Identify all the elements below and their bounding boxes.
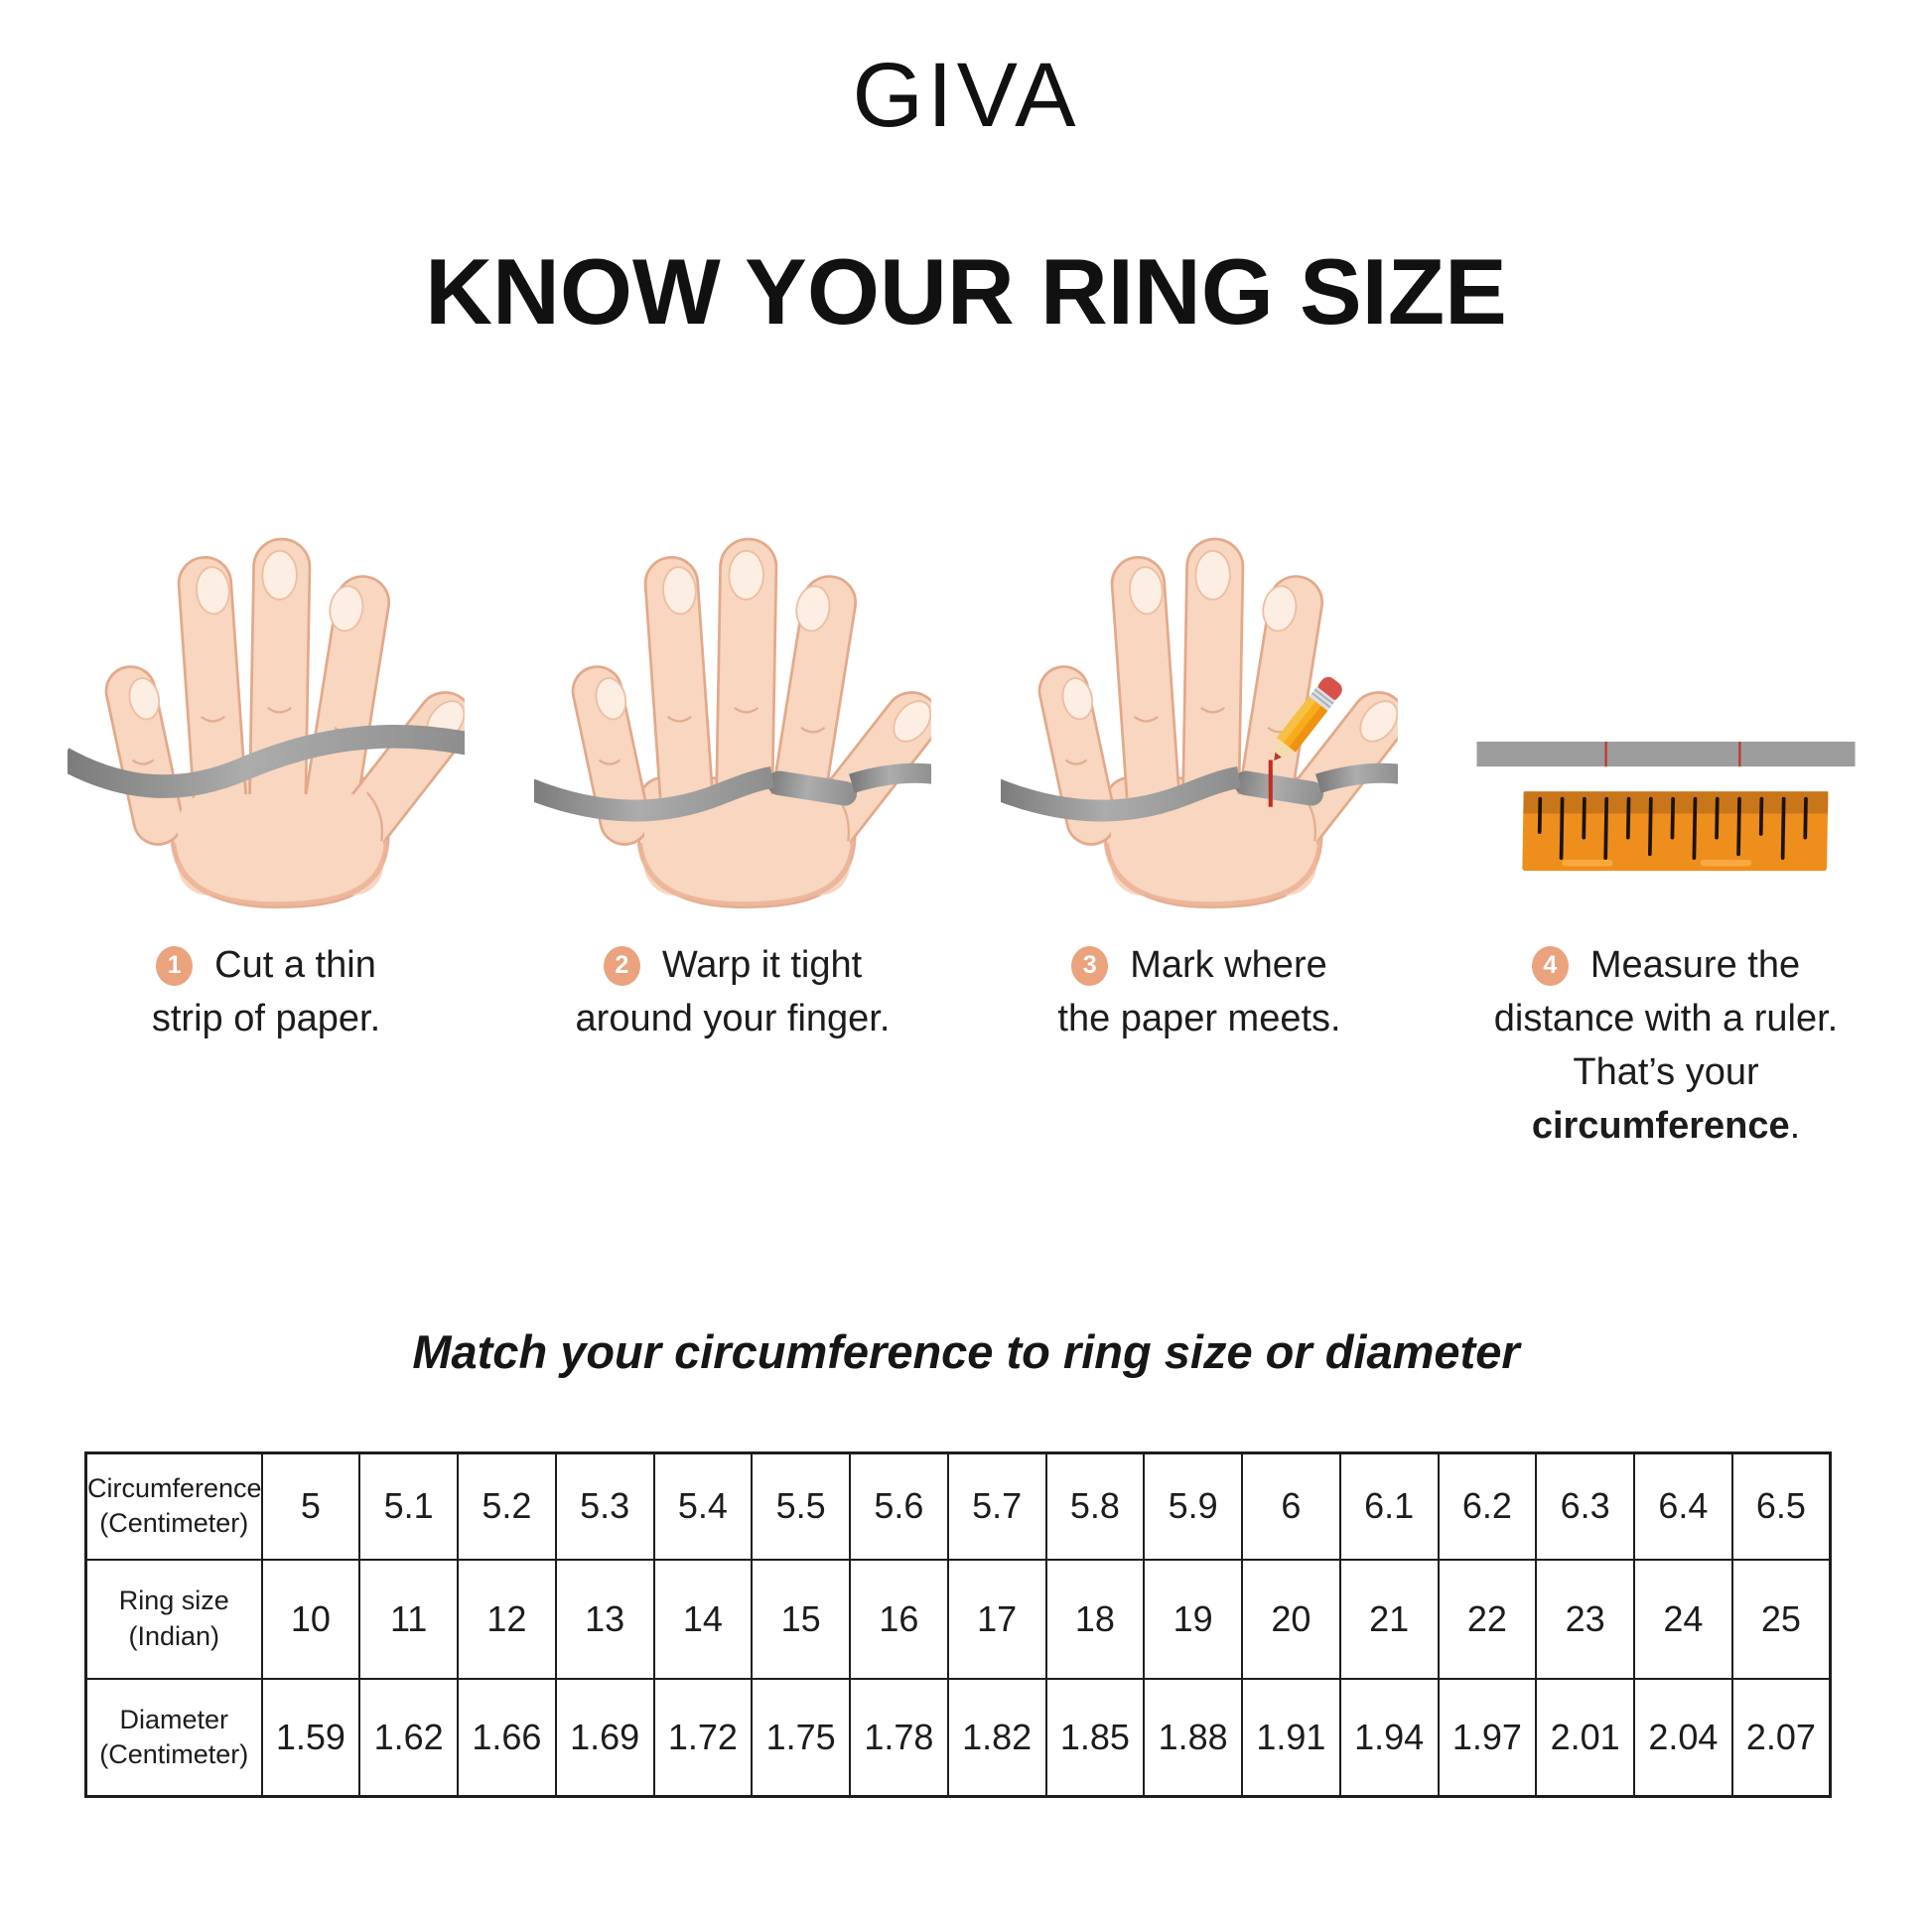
step-3-illustration [971, 425, 1428, 913]
steps-row: 1 Cut a thin strip of paper. [38, 425, 1894, 1154]
table-cell: 12 [457, 1558, 557, 1680]
step-4-caption: 4 Measure the distance with a ruler. Tha… [1438, 939, 1894, 1154]
step-3: 3 Mark where the paper meets. [971, 425, 1428, 1154]
step-4-illustration [1438, 425, 1894, 913]
step-1-line-2: strip of paper. [151, 997, 381, 1039]
table-cell: 21 [1338, 1558, 1440, 1680]
table-cell: 6 [1241, 1451, 1341, 1561]
step-3-number-badge: 3 [1071, 945, 1109, 986]
step-2-illustration [504, 425, 961, 913]
table-cell: 1.69 [554, 1677, 655, 1798]
table-cell: 23 [1535, 1558, 1635, 1680]
table-cell: 13 [554, 1558, 655, 1680]
row-header-circumference: Circumference (Centimeter) [84, 1451, 263, 1561]
table-cell: 1.78 [849, 1677, 949, 1798]
step-4: 4 Measure the distance with a ruler. Tha… [1438, 425, 1894, 1154]
table-cell: 1.72 [652, 1677, 754, 1798]
table-row-diameter: Diameter (Centimeter) 1.59 1.62 1.66 1.69 1.… [84, 1677, 1832, 1798]
table-cell: 5.8 [1044, 1451, 1146, 1561]
table-cell: 2.01 [1535, 1677, 1635, 1798]
paper-strip-end [1315, 762, 1398, 793]
table-row-ring-size: Ring size (Indian) 10 11 12 13 14 15 16 17 18 19 2… [84, 1558, 1832, 1680]
table-cell: 11 [358, 1558, 459, 1680]
table-cell: 5.6 [849, 1451, 949, 1561]
paper-strip [534, 766, 774, 822]
table-cell: 5.5 [751, 1451, 851, 1561]
table-cell: 6.1 [1338, 1451, 1440, 1561]
table-cell: 18 [1044, 1558, 1146, 1680]
paper-strip [1476, 742, 1856, 767]
table-cell: 5.9 [1143, 1451, 1243, 1561]
table-cell: 19 [1143, 1558, 1243, 1680]
step-4-number-badge: 4 [1531, 945, 1569, 986]
step-1-illustration [38, 425, 494, 913]
hand-marked-strip-icon [1001, 489, 1398, 913]
table-cell: 25 [1730, 1558, 1832, 1680]
step-2-line-1: Warp it tight [661, 944, 863, 986]
ring-size-table: Circumference (Centimeter) 5 5.1 5.2 5.3 5.4… [84, 1451, 1832, 1798]
table-cell: 20 [1241, 1558, 1341, 1680]
step-2-line-2: around your finger. [575, 997, 891, 1039]
table-cell: 1.85 [1044, 1677, 1146, 1798]
table-row-circumference: Circumference (Centimeter) 5 5.1 5.2 5.3 5.4… [84, 1451, 1832, 1561]
table-cell: 2.07 [1730, 1677, 1832, 1798]
table-cell: 1.82 [946, 1677, 1047, 1798]
strip-loop [1233, 770, 1324, 806]
table-cell: 16 [849, 1558, 949, 1680]
table-cell: 22 [1437, 1558, 1538, 1680]
step-1-number-badge: 1 [156, 945, 194, 986]
step-1-caption: 1 Cut a thin strip of paper. [152, 939, 380, 1046]
table-cell: 14 [652, 1558, 754, 1680]
table-cell: 10 [260, 1558, 361, 1680]
table-cell: 1.97 [1437, 1677, 1538, 1798]
hand-with-strip-icon [68, 489, 465, 913]
table-cell: 5.7 [946, 1451, 1047, 1561]
table-cell: 6.3 [1535, 1451, 1635, 1561]
table-cell: 1.66 [457, 1677, 557, 1798]
table-cell: 5 [260, 1451, 361, 1561]
strip-loop [766, 770, 858, 806]
step-2-number-badge: 2 [603, 945, 640, 986]
row-header-ring-size: Ring size (Indian) [84, 1558, 263, 1680]
table-cell: 5.4 [652, 1451, 754, 1561]
table-cell: 1.62 [358, 1677, 459, 1798]
table-cell: 6.2 [1437, 1451, 1538, 1561]
row-header-diameter: Diameter (Centimeter) [84, 1677, 263, 1798]
table-cell: 5.3 [554, 1451, 655, 1561]
table-cell: 1.75 [751, 1677, 851, 1798]
table-cell: 15 [751, 1558, 851, 1680]
pencil-icon [1274, 676, 1342, 761]
step-2-caption: 2 Warp it tight around your finger. [576, 939, 891, 1046]
paper-strip [1001, 766, 1241, 822]
table-heading: Match your circumference to ring size or… [412, 1325, 1520, 1378]
step-3-caption: 3 Mark where the paper meets. [1057, 939, 1340, 1046]
hand-wrapped-strip-icon [534, 489, 931, 913]
table-cell: 5.1 [358, 1451, 459, 1561]
step-4-line-3: That’s your circumference. [1531, 1050, 1801, 1147]
page-title: KNOW YOUR RING SIZE [425, 239, 1507, 344]
step-1: 1 Cut a thin strip of paper. [38, 425, 494, 1154]
table-cell: 17 [946, 1558, 1047, 1680]
paper-strip [68, 725, 465, 798]
table-cell: 6.4 [1633, 1451, 1733, 1561]
table-cell: 6.5 [1730, 1451, 1832, 1561]
step-4-line-2: distance with a ruler. [1493, 997, 1839, 1039]
table-cell: 5.2 [457, 1451, 557, 1561]
step-3-line-2: the paper meets. [1057, 997, 1341, 1039]
table-cell: 2.04 [1633, 1677, 1733, 1798]
giva-logo: GIVA [852, 45, 1080, 146]
table-cell: 1.91 [1241, 1677, 1341, 1798]
table-cell: 1.94 [1338, 1677, 1440, 1798]
table-cell: 24 [1633, 1558, 1733, 1680]
step-1-line-1: Cut a thin [214, 944, 376, 986]
step-2: 2 Warp it tight around your finger. [504, 425, 961, 1154]
step-4-line-1: Measure the [1589, 944, 1801, 986]
ruler-icon [1476, 742, 1856, 872]
table-cell: 1.88 [1143, 1677, 1243, 1798]
step-3-line-1: Mark where [1130, 944, 1327, 986]
table-cell: 1.59 [260, 1677, 361, 1798]
paper-strip-end [849, 762, 931, 793]
